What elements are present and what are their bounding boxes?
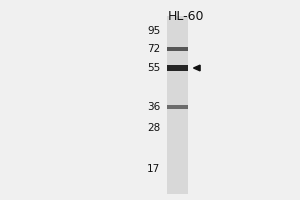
Bar (167, 105, 188, 109)
Text: 17: 17 (147, 164, 161, 174)
Bar (167, 47, 188, 51)
Text: 55: 55 (147, 63, 161, 73)
Text: HL-60: HL-60 (168, 10, 204, 23)
Text: 72: 72 (147, 44, 161, 54)
Text: 36: 36 (147, 102, 161, 112)
Text: 95: 95 (147, 26, 161, 36)
Bar (167, 65, 188, 71)
Text: 28: 28 (147, 123, 161, 133)
Polygon shape (194, 65, 200, 71)
Bar (167, 16, 188, 194)
